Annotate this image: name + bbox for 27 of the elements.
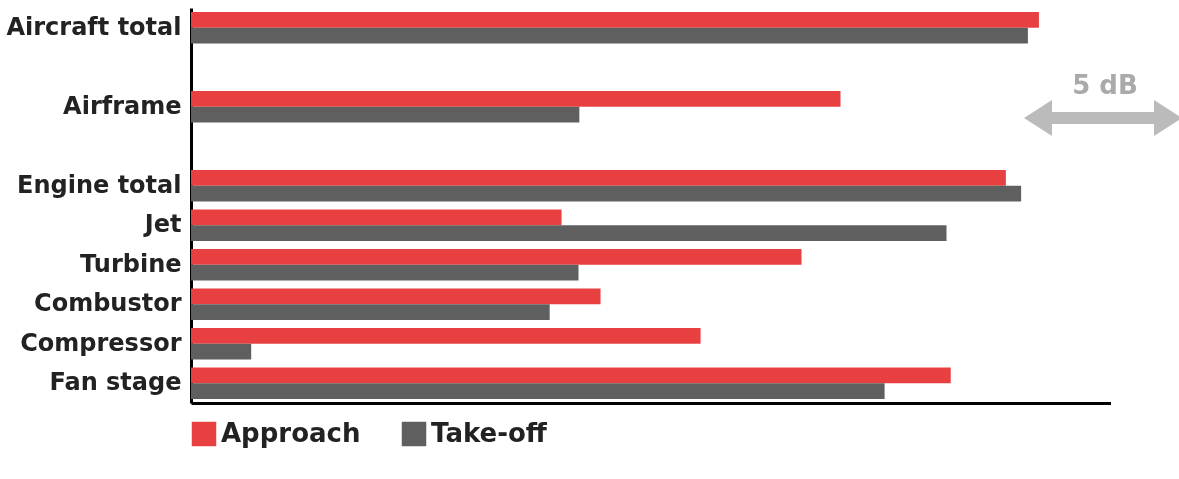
legend-label: Approach [221, 418, 361, 448]
bar [191, 90, 841, 107]
bar [191, 248, 802, 265]
y-tick-label: Jet [142, 210, 182, 239]
y-tick-label: Fan stage [49, 368, 182, 397]
bar [191, 304, 550, 321]
text: 5 dB [1071, 70, 1139, 100]
bar [191, 288, 601, 305]
legend-label: Take-off [431, 418, 548, 448]
y-tick-label: Compressor [20, 328, 182, 357]
bar [191, 383, 885, 400]
bar [191, 27, 1028, 44]
y-tick-label: Engine total [17, 170, 182, 199]
y-tick-label: Turbine [80, 249, 182, 278]
y-tick-label: Airframe [63, 91, 182, 120]
y-tick-label: Combustor [34, 289, 182, 318]
bar [191, 209, 562, 226]
bar [191, 343, 252, 360]
y-tick-label: Aircraft total [6, 12, 182, 41]
bar [191, 264, 579, 281]
bar [191, 169, 1006, 186]
bar [191, 327, 701, 344]
bar [191, 185, 1022, 202]
bar [191, 367, 951, 384]
bar [191, 225, 947, 242]
bar [191, 11, 1039, 28]
bar [191, 106, 580, 123]
